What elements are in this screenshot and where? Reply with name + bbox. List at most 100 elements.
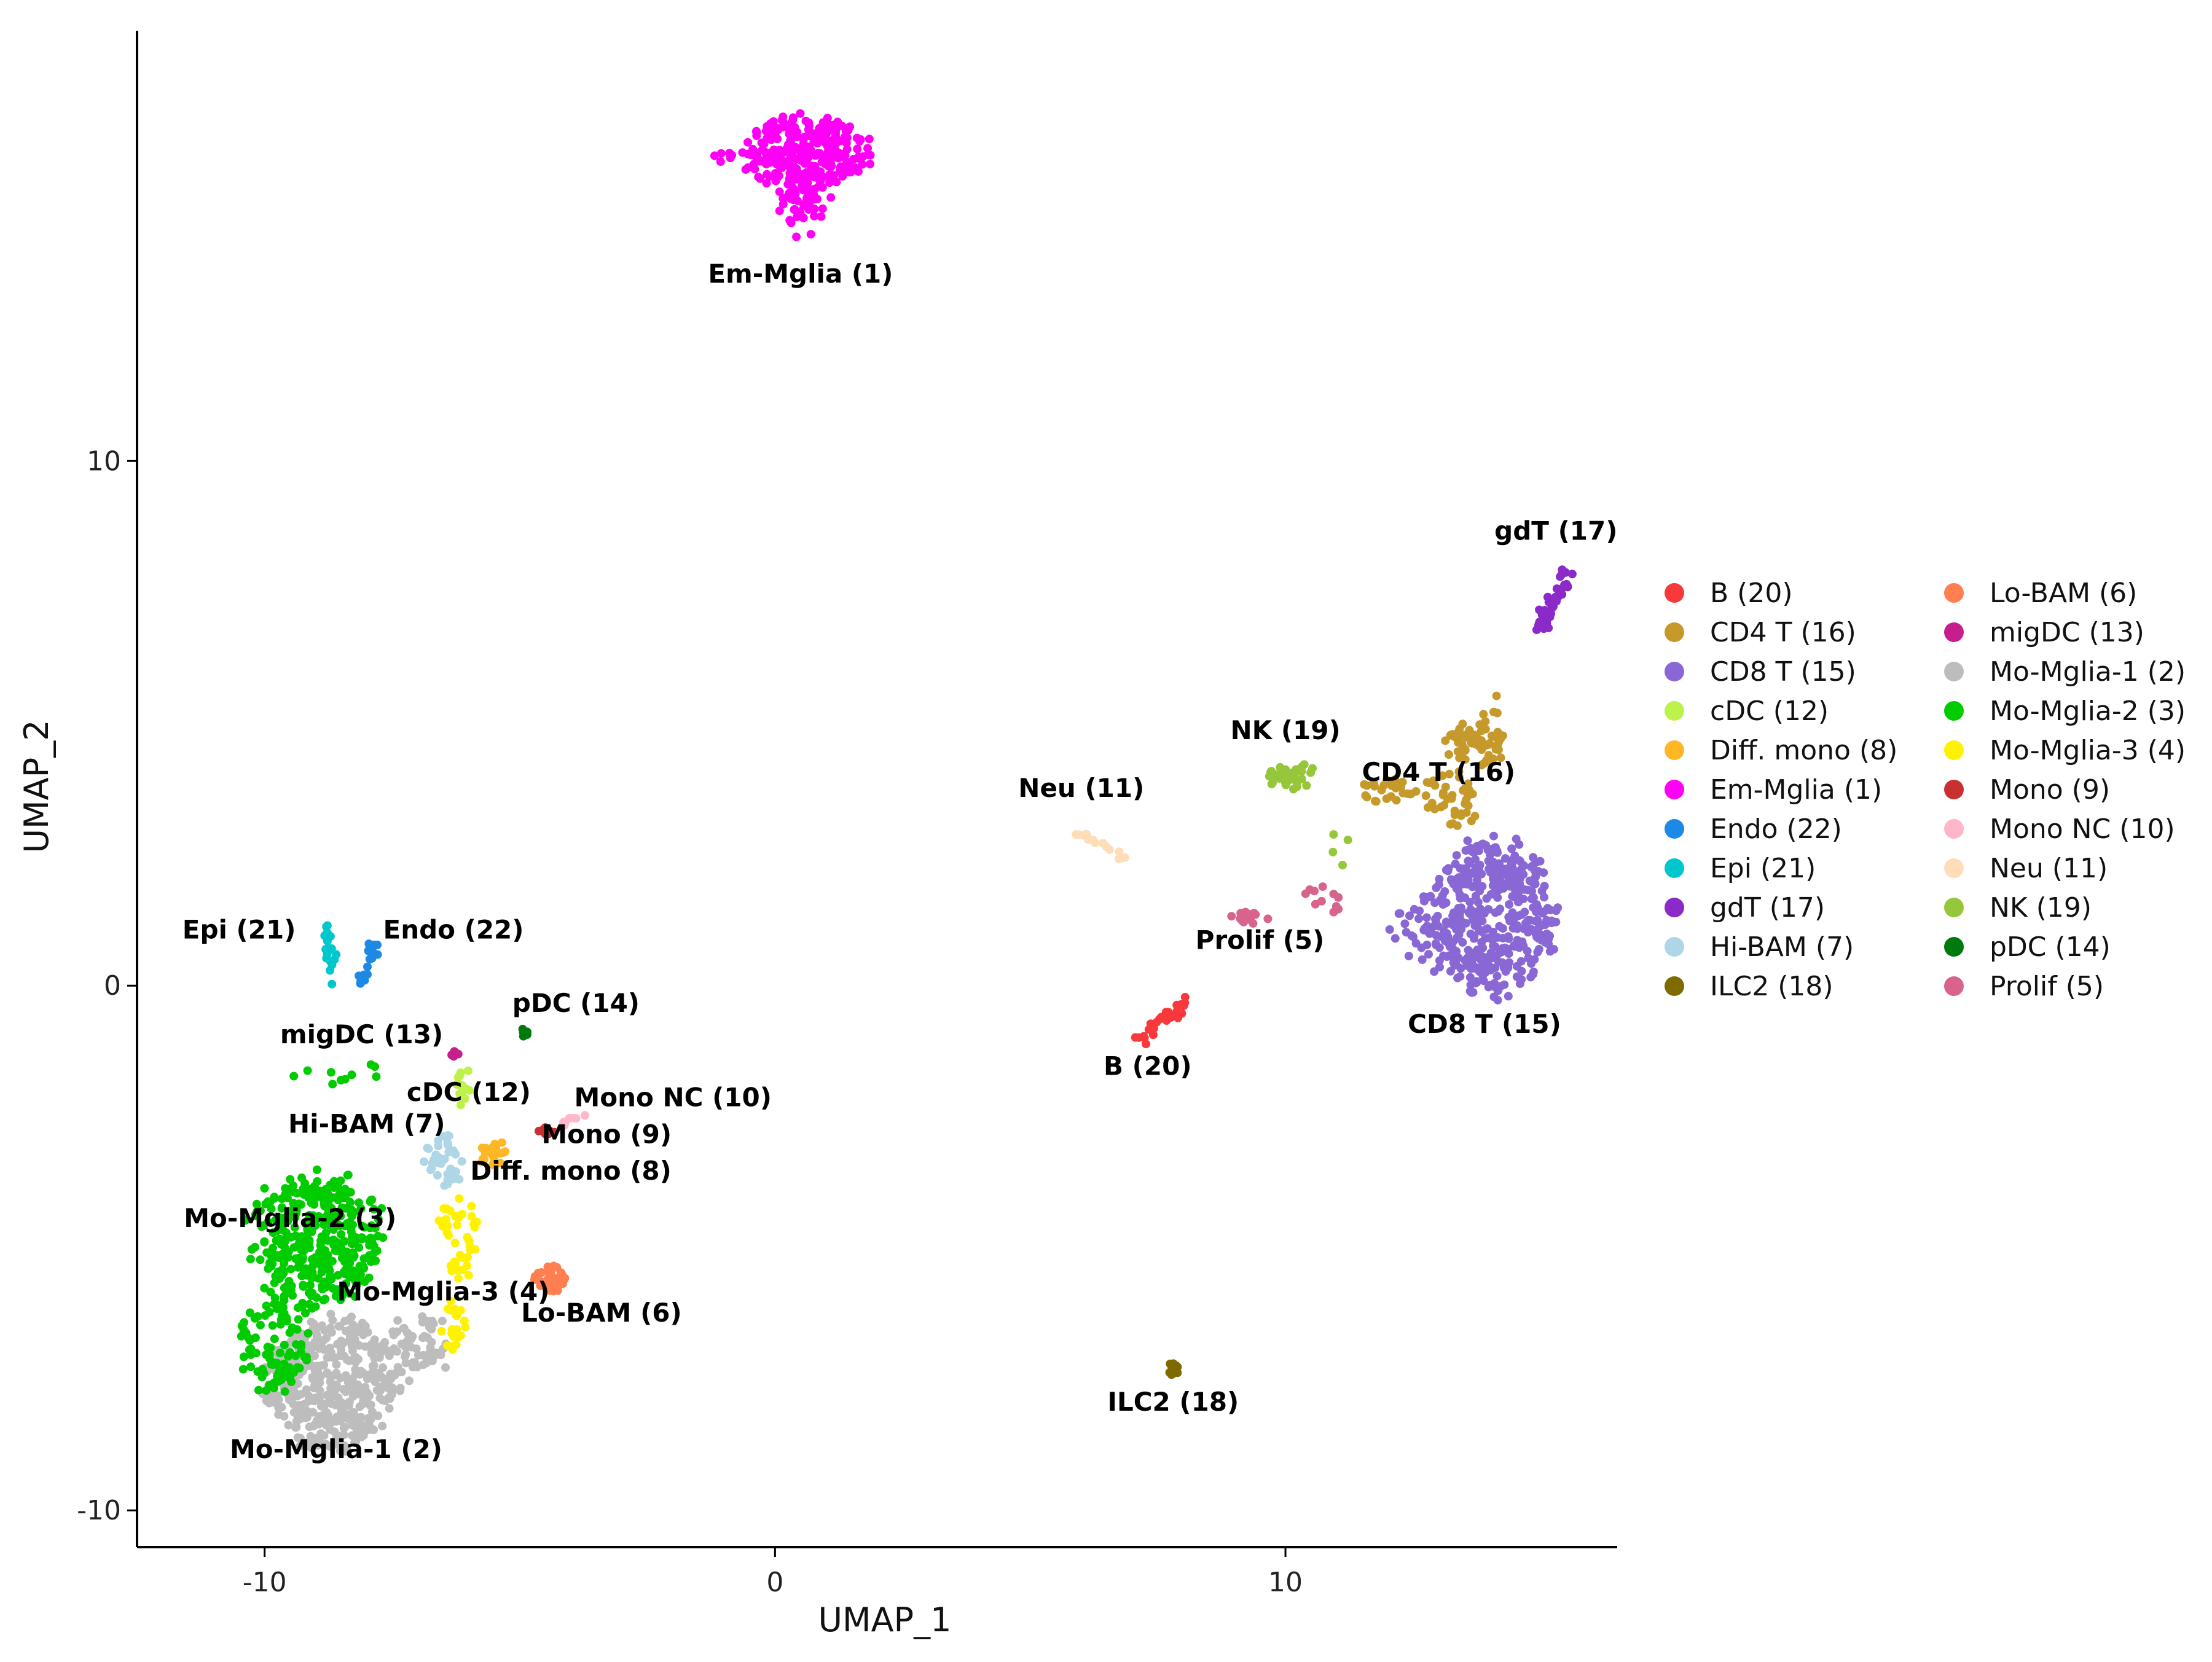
data-point (314, 1212, 323, 1221)
data-point (775, 187, 784, 197)
data-point (401, 1358, 410, 1368)
data-point (281, 1213, 291, 1222)
data-point (1453, 747, 1462, 756)
data-point (1484, 982, 1493, 992)
data-point (1520, 907, 1529, 917)
legend-key (1944, 976, 1964, 996)
cluster-label: NK (19) (1231, 715, 1341, 745)
data-point (446, 1296, 455, 1306)
data-point (369, 947, 378, 957)
data-point (268, 1321, 277, 1330)
data-point (355, 1243, 364, 1252)
data-point (311, 1302, 320, 1311)
legend-label: CD8 T (15) (1710, 656, 1856, 688)
data-point (1504, 934, 1513, 943)
data-point (1529, 853, 1538, 862)
data-point (441, 1215, 450, 1224)
data-point (339, 1430, 348, 1440)
data-point (342, 1279, 350, 1288)
data-point (252, 1199, 261, 1209)
data-point (1470, 931, 1479, 940)
data-point (818, 183, 827, 192)
data-point (452, 1220, 461, 1229)
data-point (310, 1366, 320, 1375)
data-point (321, 1295, 330, 1304)
data-point (352, 1425, 361, 1433)
data-point (1445, 769, 1454, 778)
data-point (1390, 775, 1400, 784)
data-point (434, 1158, 443, 1167)
data-point (247, 1245, 256, 1254)
cluster-points (1227, 882, 1343, 928)
data-point (1440, 936, 1449, 946)
data-point (1448, 819, 1457, 828)
data-point (448, 1166, 457, 1175)
data-point (1411, 939, 1421, 948)
data-point (1466, 905, 1475, 914)
data-point (1523, 946, 1532, 955)
data-point (830, 145, 839, 154)
legend-key (1944, 780, 1964, 799)
data-point (725, 149, 734, 158)
data-point (1302, 781, 1311, 790)
cluster-label: Em-Mglia (1) (708, 259, 893, 289)
legend-label: migDC (13) (1990, 617, 2144, 648)
cluster-points (1072, 829, 1129, 863)
data-point (323, 928, 332, 938)
legend-label: CD4 T (16) (1710, 617, 1856, 648)
data-point (375, 1353, 384, 1362)
data-point (307, 1184, 316, 1193)
legend-key (1665, 701, 1684, 721)
data-point (253, 1312, 262, 1321)
legend: B (20) CD4 T (16) CD8 T (15) cDC (12) Diff. … (1665, 578, 2186, 1002)
data-point (1547, 609, 1555, 618)
data-point (716, 149, 726, 158)
data-point (374, 1214, 383, 1223)
data-point (299, 1244, 308, 1253)
data-point (1456, 811, 1465, 820)
data-point (287, 1390, 296, 1400)
data-point (1439, 788, 1448, 798)
data-point (324, 1371, 334, 1380)
y-tick-label: 0 (104, 970, 121, 1002)
data-point (290, 1223, 299, 1232)
axes-layer: -10 0 10 -10 0 10 (77, 31, 1617, 1598)
data-point (266, 1287, 275, 1296)
data-point (467, 1212, 476, 1221)
data-point (278, 1307, 287, 1316)
data-point (319, 1236, 328, 1245)
data-point (316, 1431, 326, 1440)
data-point (1481, 925, 1490, 934)
data-point (1493, 848, 1502, 857)
x-tick-label: -10 (243, 1567, 287, 1598)
data-point (1454, 877, 1464, 886)
data-point (1445, 942, 1454, 951)
data-point (1424, 803, 1432, 812)
cluster-label: Epi (21) (182, 914, 296, 944)
data-point (460, 1253, 469, 1263)
data-point (758, 146, 767, 155)
data-point (1169, 1359, 1178, 1368)
data-point (336, 1076, 345, 1084)
data-point (1435, 956, 1444, 965)
data-point (716, 157, 725, 166)
data-point (1504, 963, 1513, 972)
data-point (1457, 925, 1466, 934)
cluster-points (477, 1138, 510, 1169)
data-point (775, 206, 784, 216)
data-point (264, 1217, 273, 1226)
data-point (283, 1188, 292, 1197)
data-point (328, 1315, 337, 1325)
cluster-label: Neu (11) (1018, 773, 1144, 803)
data-point (272, 1227, 281, 1236)
cluster-label: Mo-Mglia-2 (3) (184, 1203, 396, 1233)
data-point (1334, 904, 1343, 914)
data-point (1318, 882, 1327, 892)
data-point (1480, 758, 1489, 767)
data-point (846, 168, 855, 177)
data-point (245, 1336, 254, 1345)
data-point (373, 940, 382, 949)
data-point (337, 1203, 347, 1212)
data-point (252, 1212, 261, 1221)
data-point (311, 1420, 320, 1429)
